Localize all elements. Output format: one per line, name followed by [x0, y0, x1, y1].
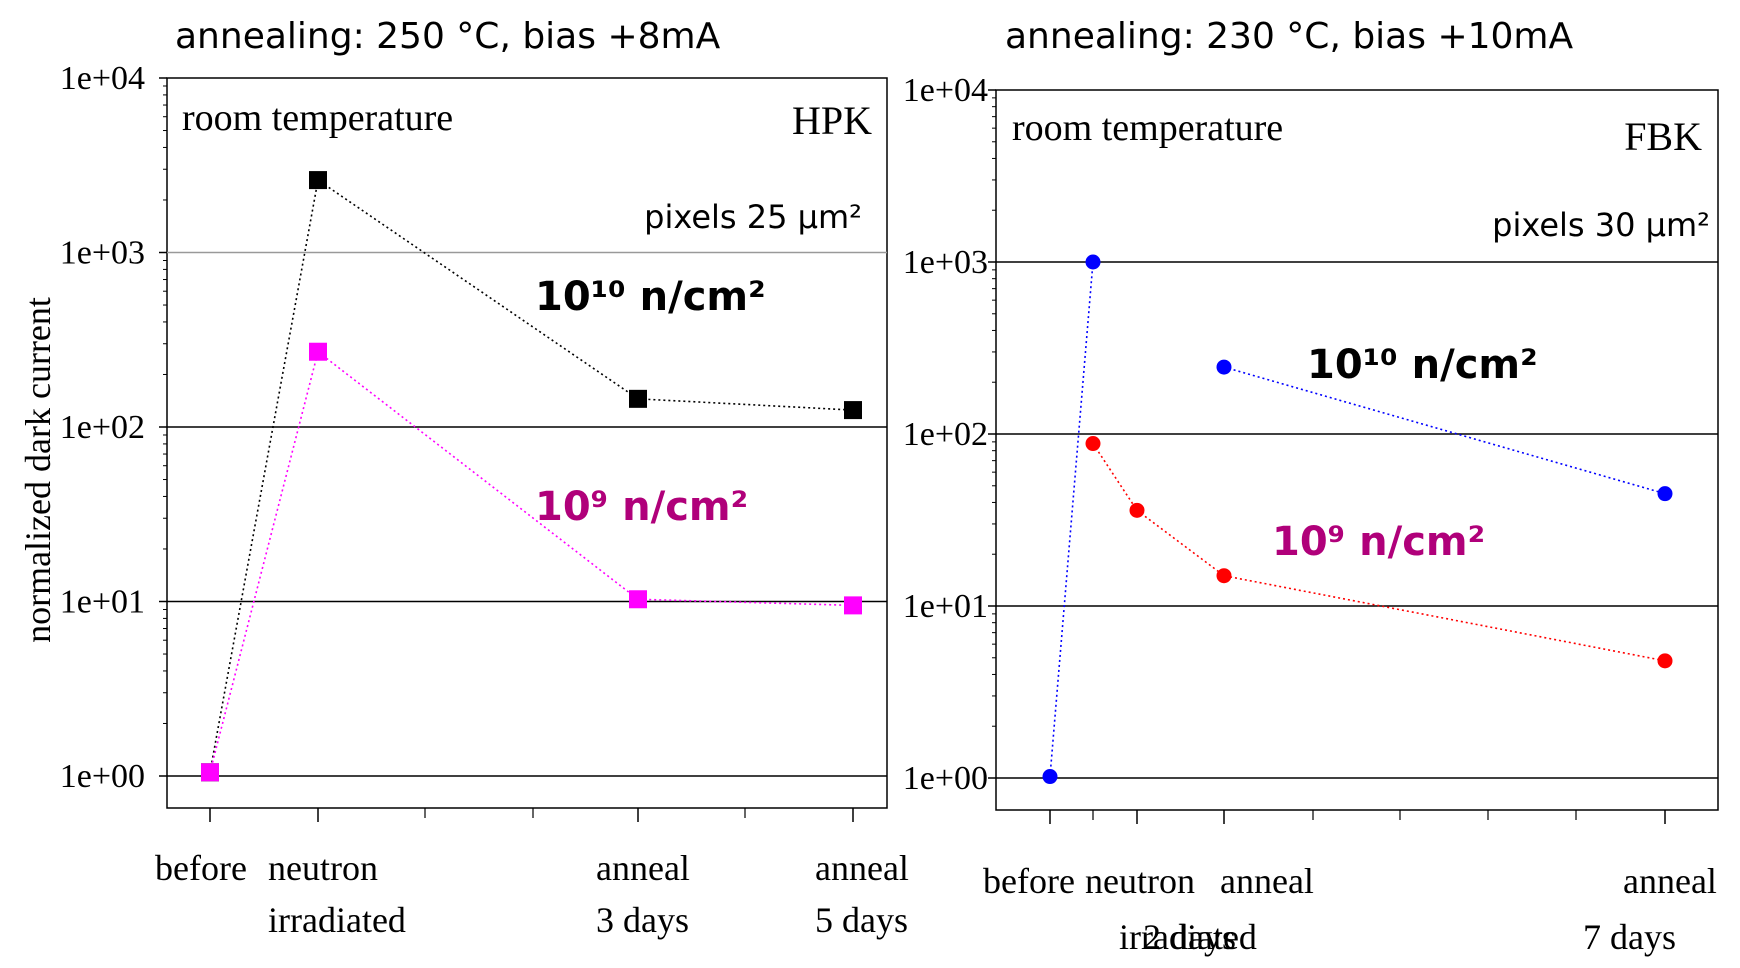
x-tick-label: neutron [268, 848, 378, 888]
x-tick-label: anneal [1220, 861, 1314, 901]
x-tick-label: neutron [1085, 861, 1195, 901]
x-tick-label: anneal [596, 848, 690, 888]
y-tick-label: 1e+03 [60, 235, 145, 272]
data-point [1657, 653, 1673, 669]
chart-hpk-pixel-note: pixels 25 μm² [644, 198, 862, 236]
data-point [1216, 568, 1232, 584]
y-tick-label: 1e+04 [903, 72, 988, 109]
y-tick-label: 1e+00 [60, 758, 145, 795]
chart-hpk-header: annealing: 250 °C, bias +8mA [175, 16, 721, 57]
data-point [1657, 486, 1673, 502]
data-point [1085, 254, 1101, 270]
x-tick-label: 7 days [1583, 917, 1676, 957]
data-point [1129, 502, 1145, 518]
x-tick-label: 3 days [596, 900, 689, 940]
chart-hpk-y-axis-label: normalized dark current [18, 297, 58, 643]
x-tick-label: before [983, 861, 1075, 901]
data-point [844, 401, 862, 420]
data-point [629, 389, 647, 408]
x-tick-label: 2 days [1143, 917, 1236, 957]
y-tick-label: 1e+02 [903, 416, 988, 453]
chart-hpk-x-ticks: before neutron irradiated anneal 3 days annea… [155, 808, 909, 940]
series-line [1049, 261, 1094, 777]
y-tick-label: 1e+04 [60, 60, 145, 97]
chart-fbk-gridlines [996, 261, 1718, 779]
data-point [309, 171, 327, 190]
series-line [1223, 366, 1666, 495]
chart-fbk-series [1042, 254, 1673, 785]
chart-hpk-y-ticks: 1e+00 1e+01 1e+02 1e+03 1e+04 [60, 60, 167, 795]
series-line [209, 178, 854, 773]
chart-fbk-y-ticks: 1e+00 1e+01 1e+02 1e+03 1e+04 [903, 72, 996, 797]
chart-hpk-manufacturer: HPK [792, 98, 872, 143]
x-tick-label: irradiated [1119, 917, 1257, 957]
chart-hpk: annealing: 250 °C, bias +8mA 1e+001e+011… [18, 16, 909, 940]
chart-fbk: annealing: 230 °C, bias +10mA 1e+00 1e+01… [903, 16, 1719, 957]
chart-hpk-annotation-low: 10⁹ n/cm² [535, 484, 748, 530]
chart-fbk-x-ticks: before neutron irradiated anneal 2 days annea… [983, 810, 1717, 957]
data-point [201, 763, 219, 782]
chart-fbk-title: room temperature [1012, 107, 1283, 149]
chart-fbk-annotation-low: 10⁹ n/cm² [1272, 519, 1485, 565]
series-line [209, 350, 854, 773]
x-tick-label: anneal [815, 848, 909, 888]
data-point [1042, 769, 1058, 785]
chart-hpk-series [201, 171, 862, 782]
y-tick-label: 1e+02 [60, 409, 145, 446]
chart-fbk-header: annealing: 230 °C, bias +10mA [1005, 16, 1573, 57]
y-tick-label: 1e+01 [60, 584, 145, 621]
chart-hpk-plot-area [166, 77, 888, 809]
data-point [844, 596, 862, 615]
y-tick-label: 1e+03 [903, 244, 988, 281]
data-point [1085, 436, 1101, 452]
chart-fbk-manufacturer: FBK [1624, 114, 1702, 159]
chart-fbk-annotation-high: 10¹⁰ n/cm² [1307, 342, 1538, 388]
x-tick-label: anneal [1623, 861, 1717, 901]
data-point [309, 342, 327, 361]
data-point [629, 590, 647, 609]
chart-hpk-title: room temperature [182, 97, 453, 139]
y-tick-label: 1e+00 [903, 760, 988, 797]
chart-fbk-pixel-note: pixels 30 μm² [1492, 206, 1710, 244]
chart-hpk-gridlines [167, 251, 887, 777]
x-tick-label: 5 days [815, 900, 908, 940]
data-point [1216, 359, 1232, 375]
chart-fbk-plot-area [995, 89, 1719, 811]
chart-hpk-annotation-high: 10¹⁰ n/cm² [535, 274, 766, 320]
x-tick-label: irradiated [268, 900, 406, 940]
x-tick-label: before [155, 848, 247, 888]
y-tick-label: 1e+01 [903, 588, 988, 625]
